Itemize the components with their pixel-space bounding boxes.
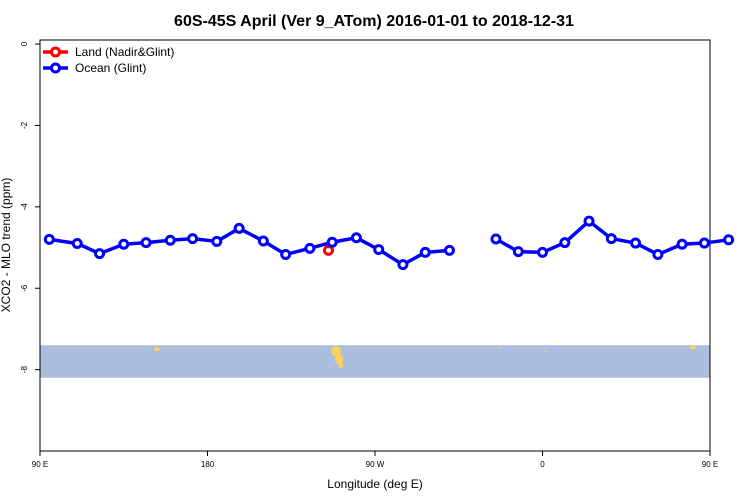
- map-land: [335, 354, 343, 365]
- y-axis: 0 -2 -4 -6 -8: [20, 41, 40, 373]
- data-point: [490, 233, 502, 245]
- y-tick-label: 0: [20, 41, 29, 46]
- y-tick-label: -2: [20, 121, 29, 129]
- series-1: [43, 215, 735, 271]
- data-point: [605, 233, 617, 245]
- data-point: [233, 222, 245, 234]
- data-point: [71, 237, 83, 249]
- series-0: [322, 244, 334, 256]
- map-land: [498, 346, 500, 349]
- x-axis-label: Longitude (deg E): [327, 477, 422, 491]
- data-point: [537, 246, 548, 258]
- legend-marker: [50, 62, 61, 74]
- map-land: [339, 362, 343, 369]
- data-point: [280, 248, 292, 260]
- map-land: [545, 350, 547, 353]
- data-point: [164, 234, 176, 246]
- x-tick-label: 90 W: [366, 460, 385, 469]
- y-tick-label: -4: [20, 203, 29, 211]
- data-point: [94, 248, 106, 260]
- data-point: [304, 242, 316, 254]
- data-point: [652, 248, 664, 260]
- x-tick-label: 90 E: [702, 460, 718, 469]
- map-ocean: [40, 345, 710, 378]
- data-point: [43, 233, 55, 245]
- legend-label: Ocean (Glint): [75, 61, 146, 75]
- map-strip: [40, 345, 710, 378]
- series-layer: [43, 215, 735, 271]
- data-point: [118, 238, 130, 250]
- data-point: [187, 233, 199, 245]
- x-tick-label: 0: [540, 460, 545, 469]
- data-point: [140, 237, 152, 249]
- data-point: [350, 232, 362, 244]
- legend: Land (Nadir&Glint) Ocean (Glint): [43, 45, 174, 75]
- data-point: [322, 244, 334, 256]
- series-line: [49, 226, 450, 267]
- map-land: [690, 345, 696, 350]
- plot-frame: [39, 39, 711, 452]
- x-tick-label: 180: [201, 460, 215, 469]
- y-tick-label: -8: [20, 366, 29, 374]
- map-land: [154, 347, 160, 352]
- data-point: [583, 215, 595, 227]
- data-point: [397, 259, 409, 271]
- data-point: [419, 246, 431, 258]
- y-tick-label: -6: [20, 284, 29, 292]
- map-land: [331, 346, 341, 357]
- legend-label: Land (Nadir&Glint): [75, 45, 174, 59]
- data-point: [676, 238, 688, 250]
- data-point: [559, 237, 571, 249]
- y-axis-label: XCO2 - MLO trend (ppm): [0, 178, 13, 313]
- data-point: [698, 237, 710, 249]
- x-tick-label: 90 E: [32, 460, 48, 469]
- data-point: [443, 244, 455, 256]
- legend-marker: [50, 46, 61, 58]
- data-point: [211, 235, 223, 247]
- data-point: [326, 236, 338, 248]
- data-point: [723, 234, 735, 246]
- data-point: [257, 235, 269, 247]
- data-point: [512, 246, 524, 258]
- chart-title: 60S-45S April (Ver 9_ATom) 2016-01-01 to…: [174, 13, 574, 30]
- data-point: [373, 244, 385, 256]
- data-point: [630, 237, 642, 249]
